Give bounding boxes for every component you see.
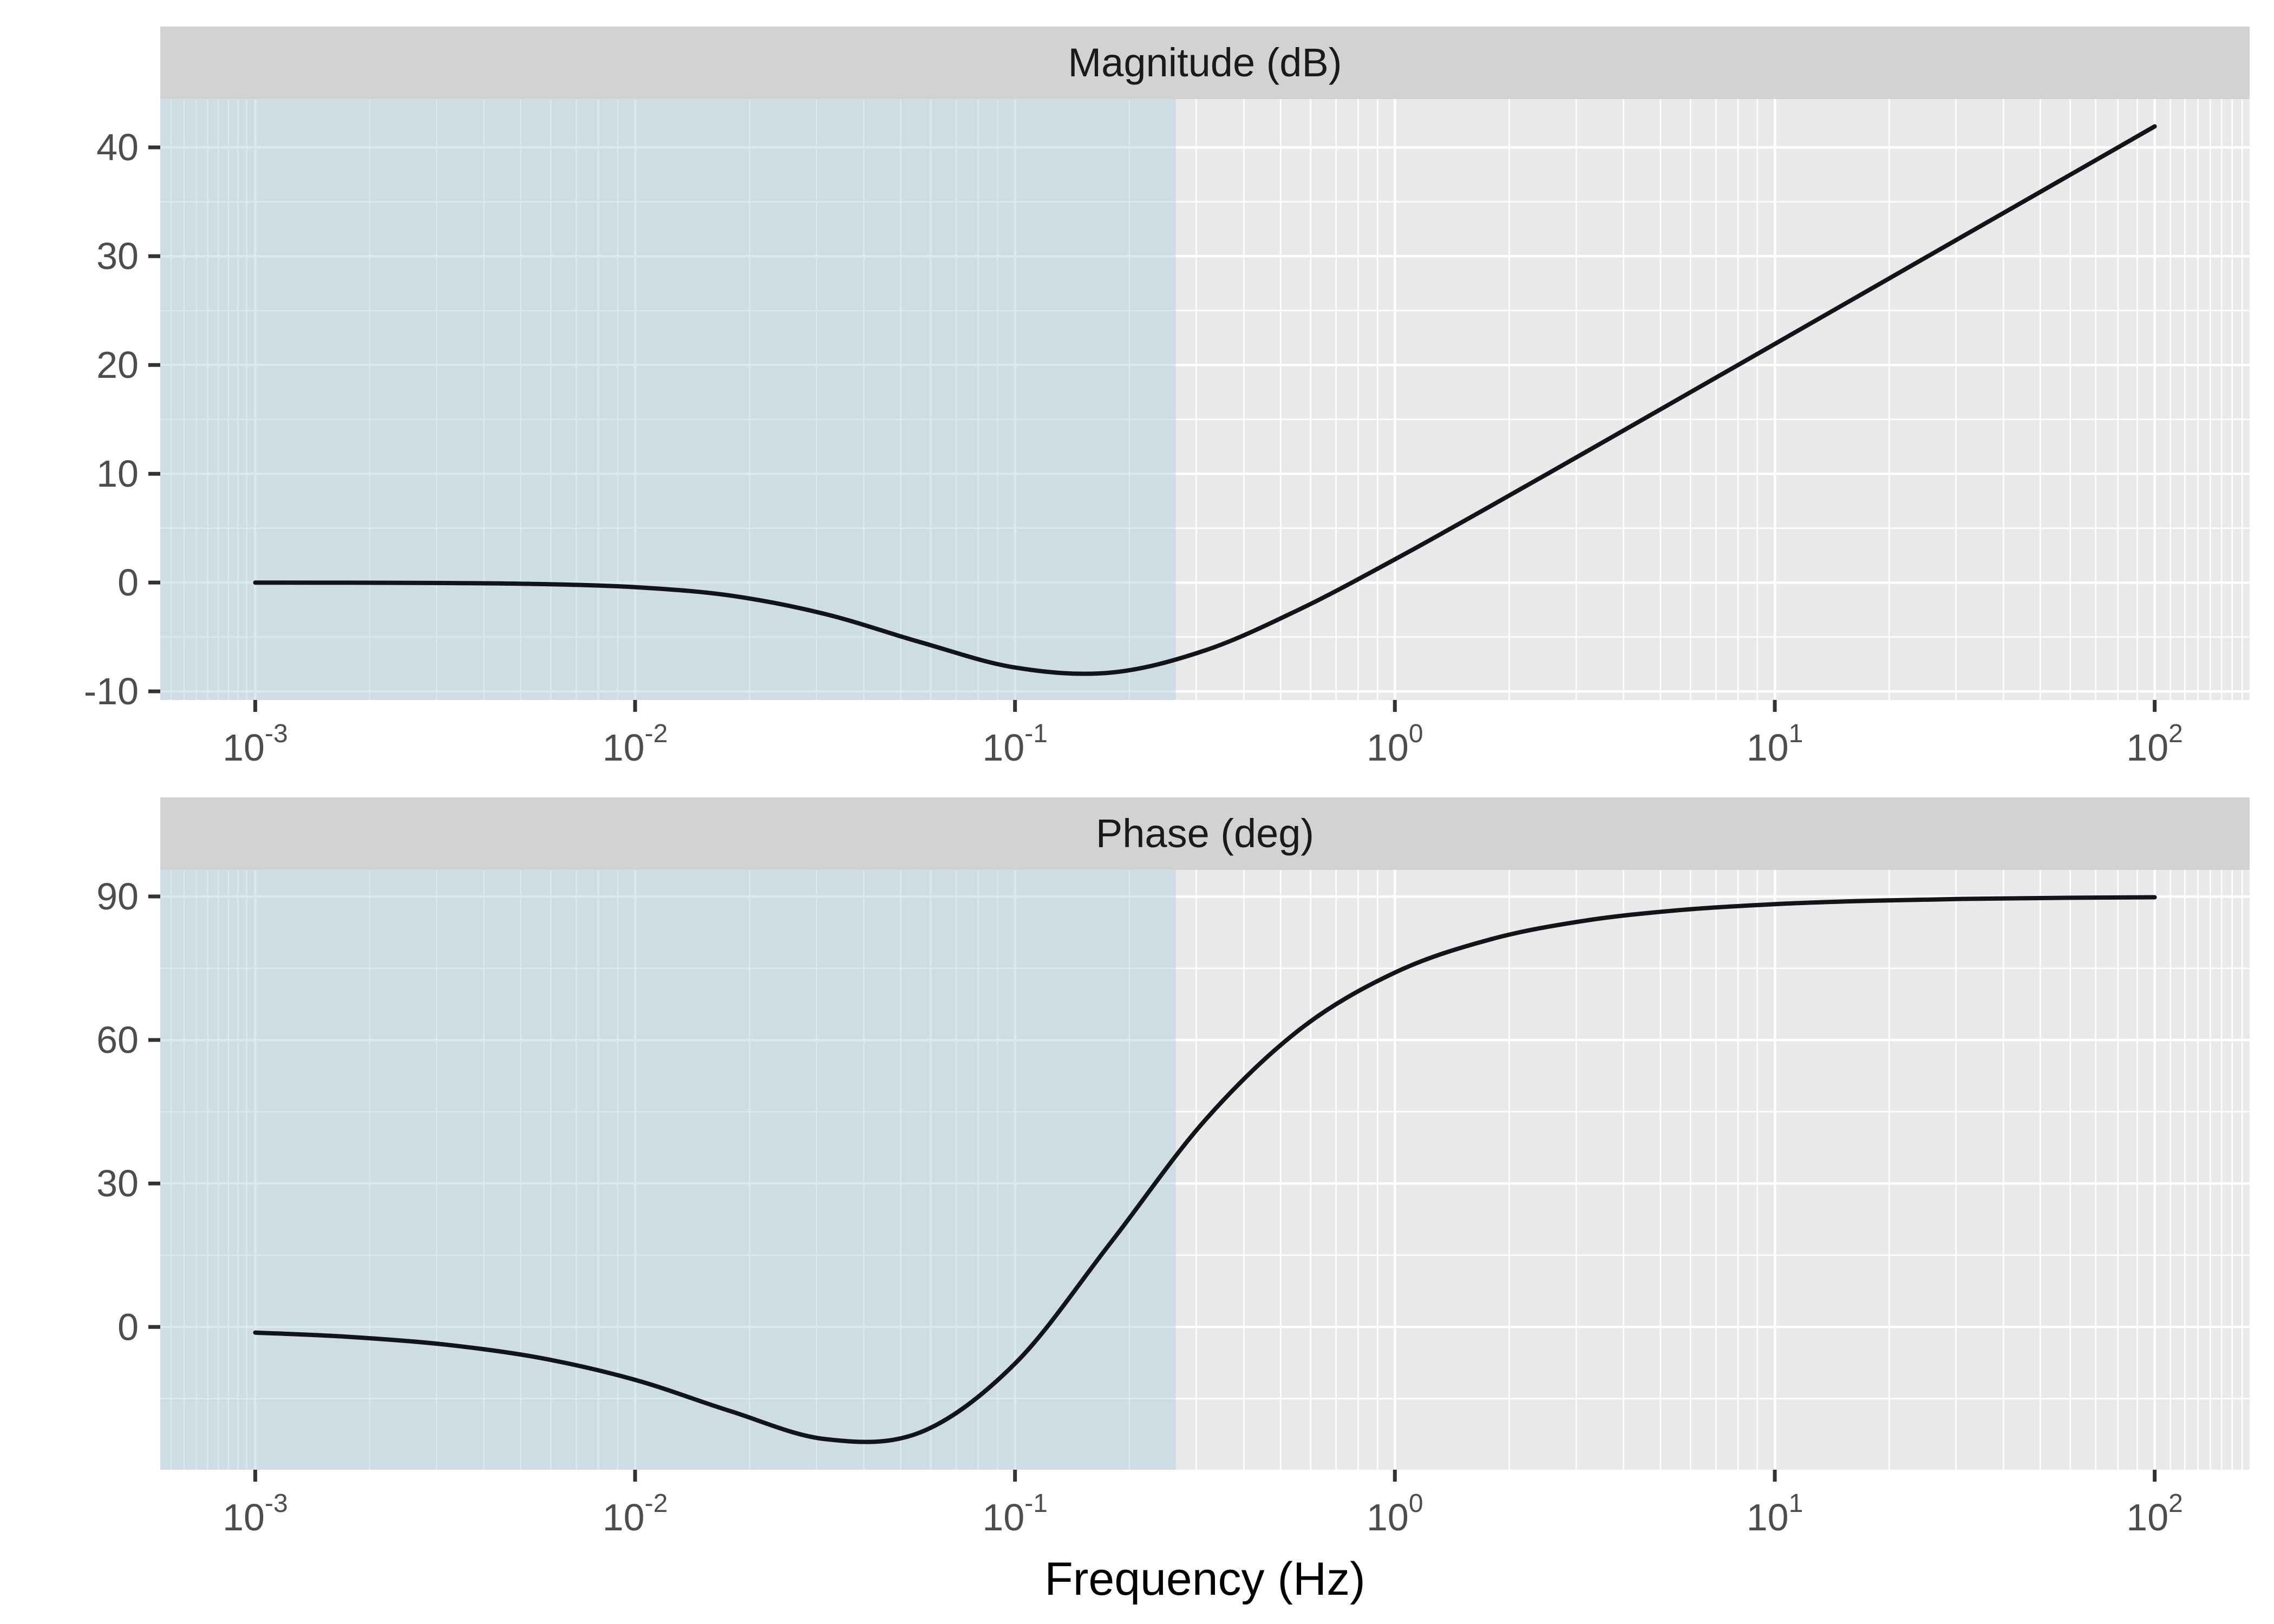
x-axis-magnitude: 10-3 10-2 10-1 100 101 102 — [223, 700, 2183, 769]
y-tick-label: 30 — [96, 1162, 139, 1204]
minor-gridlines — [160, 870, 2250, 1470]
x-axis-title: Frequency (Hz) — [1044, 1553, 1365, 1605]
minor-gridlines — [160, 99, 2250, 700]
x-tick-label: 10-1 — [982, 719, 1048, 769]
y-tick-label: 30 — [96, 235, 139, 277]
strip-magnitude-title: Magnitude (dB) — [160, 27, 2250, 99]
x-tick-label: 101 — [1747, 1489, 1803, 1538]
y-tick-label: 90 — [96, 875, 139, 918]
y-tick-label: 10 — [96, 453, 139, 495]
highlight-region — [160, 99, 1176, 700]
magnitude-curve — [253, 124, 2157, 676]
y-tick-label: 40 — [96, 126, 139, 168]
phase-panel: 10-3 10-2 10-1 100 101 102 0 30 60 90 — [96, 870, 2250, 1538]
panel-background — [160, 99, 2250, 700]
y-tick-label: 60 — [96, 1019, 139, 1061]
phase-curve — [253, 895, 2157, 1444]
y-tick-label: 20 — [96, 344, 139, 386]
x-tick-label: 10-1 — [982, 1489, 1048, 1538]
x-axis-phase: 10-3 10-2 10-1 100 101 102 — [223, 1470, 2183, 1538]
x-tick-label: 10-2 — [603, 1489, 668, 1538]
x-tick-label: 100 — [1367, 1489, 1423, 1538]
y-axis-magnitude: -10 0 10 20 30 40 — [84, 126, 160, 712]
x-tick-label: 10-3 — [223, 719, 288, 769]
major-gridlines — [160, 870, 2250, 1470]
x-tick-label: 102 — [2126, 719, 2183, 769]
y-tick-label: 0 — [117, 561, 139, 604]
x-tick-label: 10-2 — [603, 719, 668, 769]
y-axis-phase: 0 30 60 90 — [96, 875, 160, 1348]
x-tick-label: 101 — [1747, 719, 1803, 769]
y-tick-label: -10 — [84, 670, 139, 712]
x-tick-label: 102 — [2126, 1489, 2183, 1538]
panel-background — [160, 870, 2250, 1470]
strip-phase-title: Phase (deg) — [160, 797, 2250, 870]
highlight-region — [160, 870, 1176, 1470]
y-tick-label: 0 — [117, 1306, 139, 1348]
x-tick-label: 100 — [1367, 719, 1423, 769]
x-tick-label: 10-3 — [223, 1489, 288, 1538]
magnitude-panel: 10-3 10-2 10-1 100 101 102 -10 0 10 20 30 40 — [84, 99, 2250, 769]
